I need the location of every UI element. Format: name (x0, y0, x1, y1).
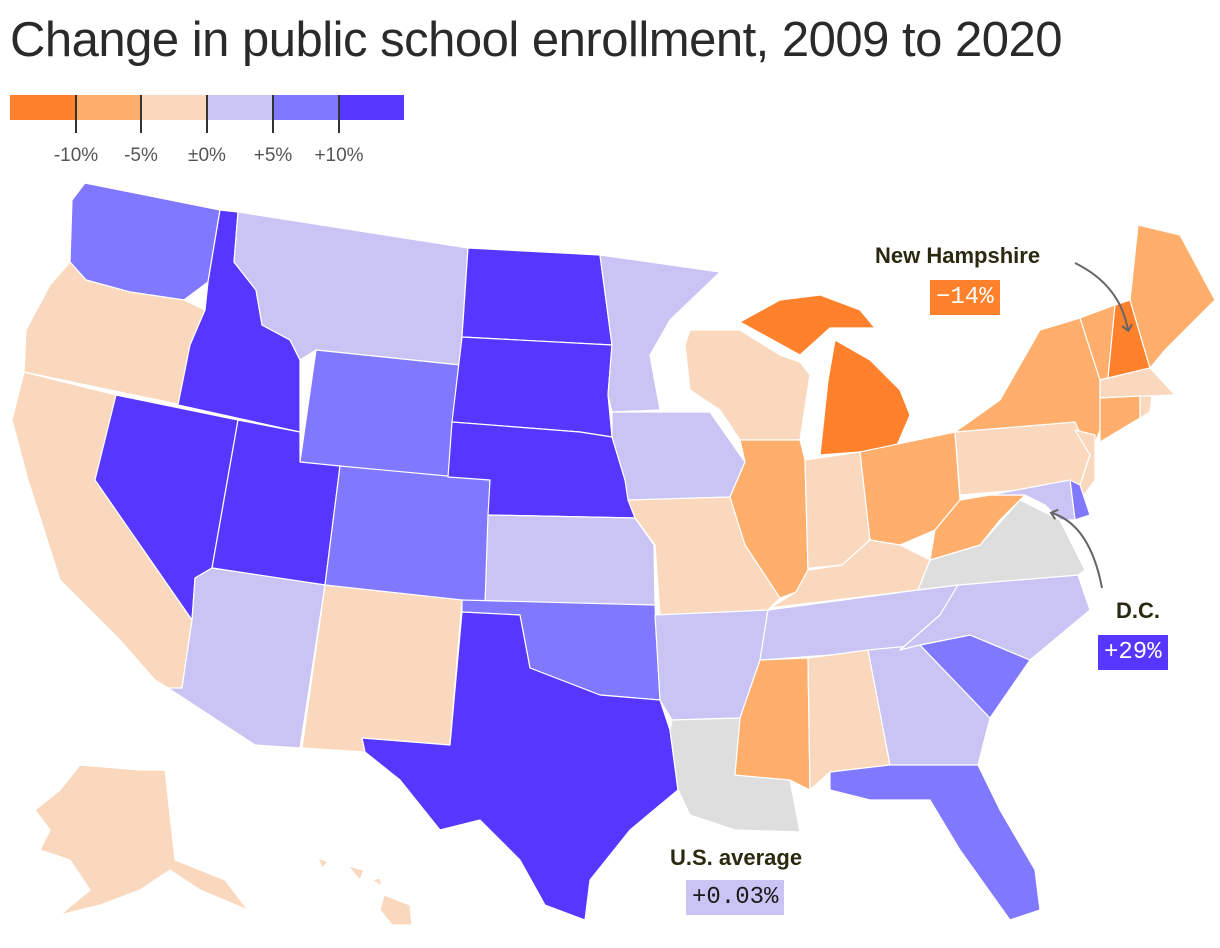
state-kansas (484, 514, 656, 606)
state-alaska (34, 764, 249, 916)
color-legend (10, 95, 405, 120)
legend-swatch (207, 95, 273, 120)
page-title: Change in public school enrollment, 2009… (10, 13, 1063, 67)
state-massachusetts (1099, 367, 1176, 399)
new-hampshire-label: New Hampshire (875, 243, 1041, 268)
state-texas (361, 611, 679, 921)
state-colorado (324, 465, 491, 606)
legend-tick (272, 95, 274, 133)
nh-arrow (1074, 262, 1133, 333)
state-south-dakota (451, 336, 613, 438)
legend-label: -5% (124, 145, 158, 166)
legend-tick (140, 95, 142, 133)
state-iowa (611, 411, 746, 501)
legend-swatch (338, 95, 405, 120)
legend-swatch (10, 95, 76, 120)
state-wyoming (299, 349, 461, 481)
state-north-dakota (461, 247, 613, 346)
state-minnesota (599, 254, 721, 413)
legend-tick (75, 95, 77, 133)
state-florida (829, 764, 1041, 921)
state-rhode-island (1139, 395, 1153, 419)
state-connecticut (1099, 395, 1141, 443)
legend-label: -10% (53, 145, 99, 166)
legend-label: +10% (314, 145, 364, 166)
legend-label: +5% (253, 145, 293, 166)
state-illinois (729, 439, 809, 599)
legend-swatch (141, 95, 208, 120)
legend-swatch (272, 95, 339, 120)
state-new-mexico (301, 584, 463, 753)
legend-tick (338, 95, 340, 133)
legend-swatch (75, 95, 142, 120)
dc-label: D.C. (1116, 598, 1160, 623)
dc-value: +29% (1098, 635, 1168, 670)
us-average-label: U.S. average (670, 845, 803, 870)
state-arizona (167, 567, 326, 749)
legend-label: ±0% (188, 145, 226, 166)
new-hampshire-value: −14% (930, 280, 1000, 315)
dc-arrow (1049, 508, 1103, 589)
state-kentucky (769, 539, 931, 609)
state-north-carolina (899, 574, 1091, 661)
state-hawaii (317, 857, 413, 926)
legend-tick (206, 95, 208, 133)
us-average-value: +0.03% (686, 880, 785, 915)
